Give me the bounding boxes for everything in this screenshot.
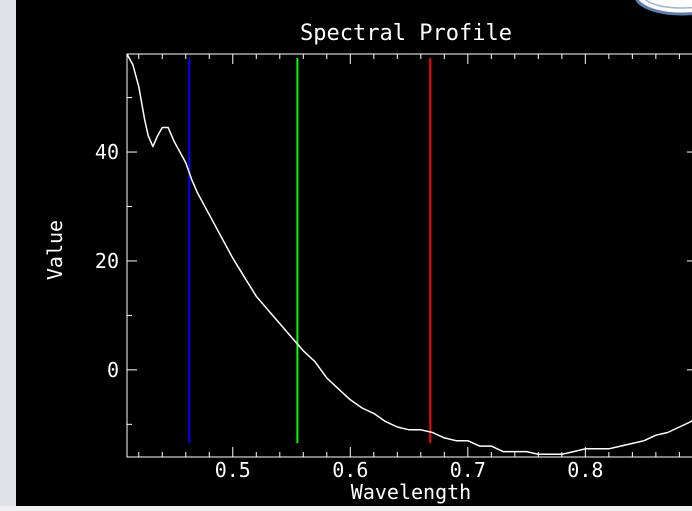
x-tick-label: 0.8 [567,458,603,482]
y-tick-label: 40 [95,140,119,164]
x-axis-label: Wavelength [351,480,471,504]
window-left-edge [0,0,17,506]
spectrum-line [126,53,692,456]
plot-frame [126,53,692,458]
y-tick-label: 20 [95,249,119,273]
y-axis-label: Value [43,220,67,280]
x-tick-label: 0.7 [450,458,486,482]
band-marker-lines [188,58,432,443]
spectral-profile-chart: Spectral Profile Wavelength Value 02040 … [43,21,692,504]
x-tick-label: 0.6 [332,458,368,482]
chart-title: Spectral Profile [300,21,512,46]
corner-logo-icon [635,0,692,16]
y-axis-ticks: 0 20 40 [95,97,692,425]
plot-canvas: Spectral Profile Wavelength Value 0 20 40 … [16,0,692,506]
x-tick-label: 0.5 [215,458,251,482]
y-tick-label: 0 [107,358,119,382]
x-axis-ticks: 0.5 0.6 0.7 0.8 [138,54,680,482]
spectrum-series [126,53,692,456]
